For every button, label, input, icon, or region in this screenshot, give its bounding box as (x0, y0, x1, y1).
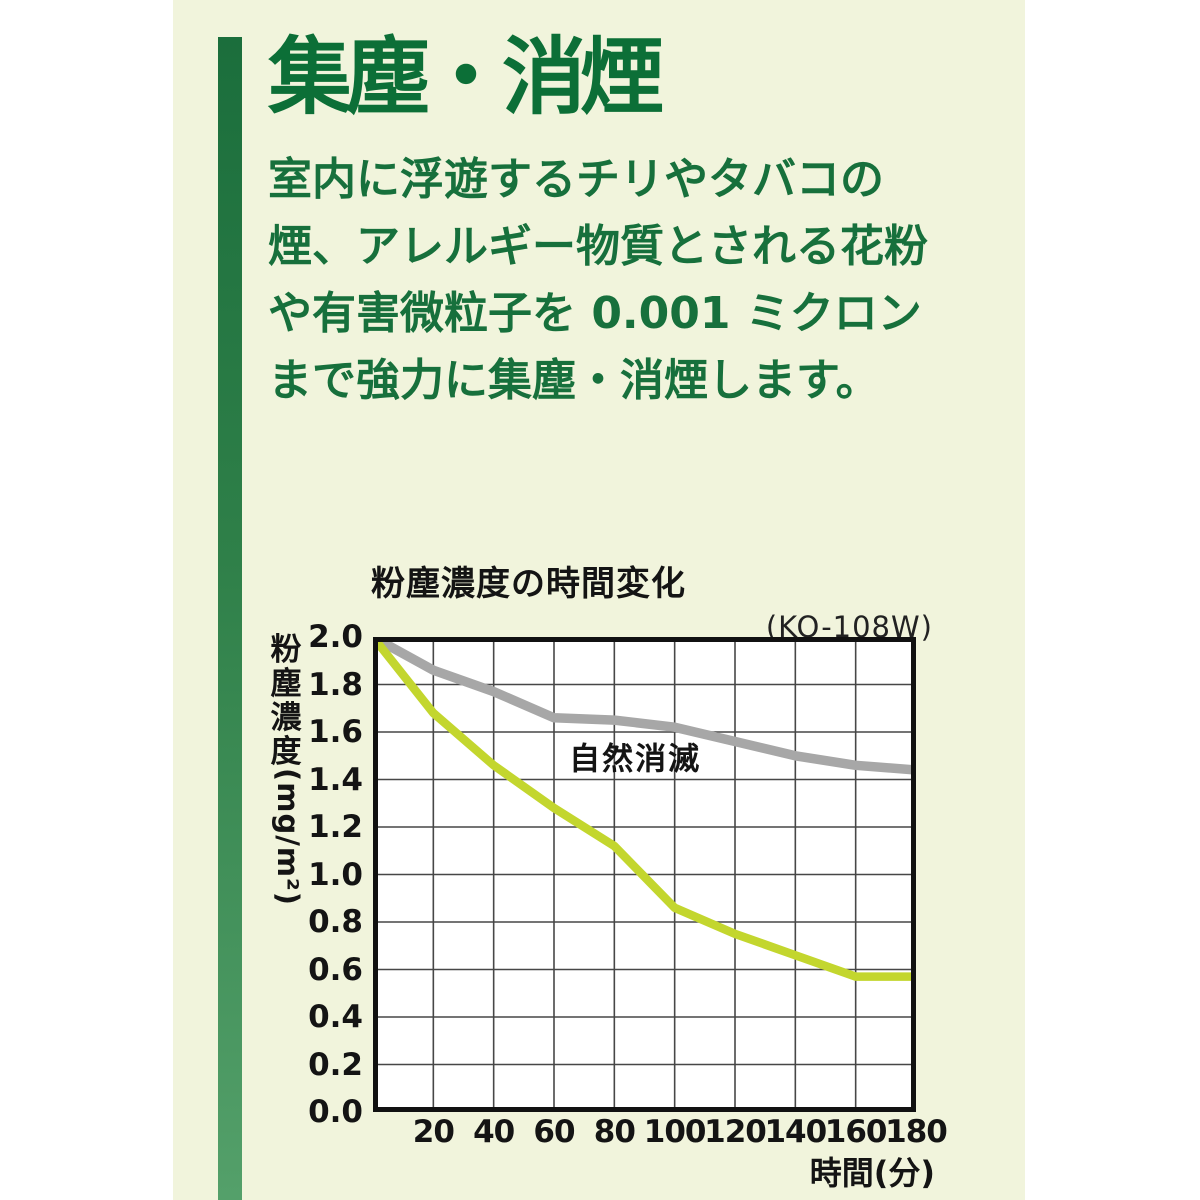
x-tick-label: 60 (533, 1114, 575, 1150)
x-tick-label: 160 (824, 1114, 888, 1150)
x-tick-label: 180 (885, 1114, 948, 1150)
body-line: まで強力に集塵・消煙します。 (268, 355, 880, 406)
x-axis-title: 時間(分) (809, 1154, 935, 1192)
y-axis-title-char: 塵 (270, 666, 302, 702)
x-tick-label: 80 (593, 1114, 636, 1150)
green-accent-bar (218, 37, 242, 1200)
y-tick-label: 1.2 (308, 809, 363, 845)
natural-decay-label: 自然消滅 (569, 742, 701, 778)
y-tick-label: 0.4 (308, 999, 363, 1035)
x-tick-label: 100 (643, 1114, 707, 1150)
body-text: 室内に浮遊するチリやタバコの 煙、アレルギー物質とされる花粉 や有害微粒子を 0… (268, 146, 968, 414)
y-tick-label: 1.4 (308, 761, 363, 798)
y-tick-label: 1.8 (308, 666, 363, 703)
x-tick-label: 40 (473, 1114, 515, 1150)
plot-border (373, 637, 916, 1112)
y-tick-label: 0.8 (308, 904, 363, 940)
y-tick-label: 1.6 (308, 714, 363, 750)
natural-decay-line (373, 637, 916, 775)
y-axis-title-char: 度 (270, 734, 302, 770)
y-axis-title-char: 濃 (270, 700, 302, 736)
y-tick-label: 1.0 (308, 856, 363, 893)
dust-concentration-chart: 自然消滅 (373, 637, 916, 1112)
body-line: 室内に浮遊するチリやタバコの (268, 154, 884, 205)
y-tick-label: 2.0 (308, 619, 363, 655)
body-line: 煙、アレルギー物質とされる花粉 (268, 221, 928, 272)
product-performance-line (373, 637, 916, 981)
x-tick-label: 140 (764, 1114, 827, 1150)
y-tick-label: 0.0 (308, 1094, 363, 1130)
y-axis-title-char: 粉 (270, 632, 302, 668)
body-line: や有害微粒子を 0.001 ミクロン (268, 288, 922, 339)
x-tick-label: 20 (412, 1114, 455, 1150)
section-title: 集塵・消煙 (268, 28, 664, 126)
x-tick-label: 120 (704, 1114, 767, 1150)
y-tick-label: 0.6 (308, 951, 363, 988)
chart-title: 粉塵濃度の時間変化 (371, 564, 686, 604)
y-tick-label: 0.2 (308, 1046, 363, 1083)
